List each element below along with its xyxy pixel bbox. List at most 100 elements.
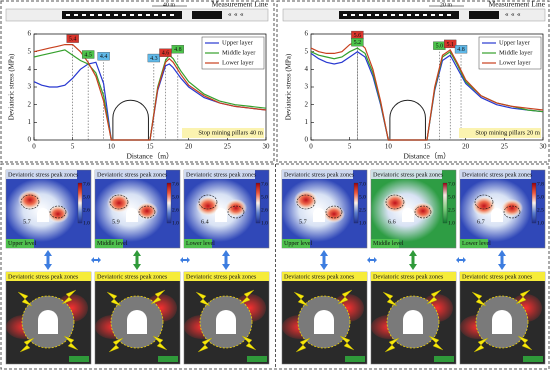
roadway-mark bbox=[162, 14, 166, 16]
roadway bbox=[314, 310, 334, 334]
load-arrow bbox=[293, 291, 309, 307]
peak-value: 5.9 bbox=[112, 218, 120, 225]
load-arrow bbox=[382, 291, 398, 307]
colorbar-label: 1.0 bbox=[172, 220, 179, 226]
panel-frame bbox=[0, 0, 275, 163]
title-bg bbox=[371, 272, 456, 281]
x-tick-label: 30 bbox=[540, 143, 548, 151]
y-tick-label: 6 bbox=[305, 30, 309, 38]
annotation: Stop mining pillars 20 m bbox=[475, 129, 540, 136]
stress-zone bbox=[294, 190, 318, 210]
colorbar bbox=[353, 182, 359, 224]
tag bbox=[523, 356, 543, 362]
stress-zone bbox=[18, 190, 42, 210]
peak-box bbox=[454, 45, 468, 54]
load-arrow bbox=[337, 289, 353, 305]
y-axis-label: Deviatoric stress (MPa) bbox=[8, 53, 16, 120]
roadway bbox=[127, 310, 147, 334]
roadway-mark bbox=[351, 14, 355, 16]
y-tick-label: 0 bbox=[305, 136, 309, 144]
x-tick-label: 30 bbox=[263, 143, 271, 151]
peak-outline bbox=[325, 205, 343, 219]
title-bg bbox=[95, 272, 180, 281]
load-arrow bbox=[61, 289, 77, 305]
tunnel-strip bbox=[192, 11, 222, 19]
roadway bbox=[403, 310, 423, 334]
contour-title: Deviatoric stress peak zones bbox=[186, 171, 257, 178]
level-label: Middle level bbox=[97, 241, 128, 247]
legend-label: Upper layer bbox=[499, 39, 531, 46]
x-tick-label: 20 bbox=[185, 143, 193, 151]
x-tick-label: 5 bbox=[348, 143, 352, 151]
x-tick-label: 15 bbox=[147, 143, 155, 151]
y-tick-label: 5 bbox=[28, 47, 32, 55]
y-tick-label: 1 bbox=[305, 118, 309, 126]
legend-label: Lower layer bbox=[499, 59, 531, 66]
peak-label: 4.4 bbox=[100, 54, 108, 60]
y-tick-label: 4 bbox=[305, 65, 309, 73]
load-arrow bbox=[295, 337, 311, 353]
roadway bbox=[313, 208, 325, 222]
roadway-mark bbox=[447, 14, 451, 16]
link-arrow bbox=[367, 257, 377, 263]
tag bbox=[69, 356, 89, 362]
stress-zone bbox=[412, 202, 434, 220]
colorbar bbox=[442, 182, 448, 224]
stress-zone bbox=[196, 196, 220, 216]
title-bg bbox=[6, 272, 91, 281]
peak-value: 5.7 bbox=[23, 218, 31, 225]
link-arrow bbox=[320, 250, 328, 270]
peak-label: 5.6 bbox=[354, 33, 362, 39]
roadway-mark bbox=[130, 14, 134, 16]
level-label: Upper level bbox=[284, 241, 312, 247]
load-arrow bbox=[19, 337, 35, 353]
peak-outline bbox=[20, 194, 40, 210]
title-bg bbox=[282, 170, 353, 179]
roadway-mark bbox=[431, 14, 435, 16]
link-arrow bbox=[133, 250, 141, 270]
colorbar-label: 1.0 bbox=[448, 220, 455, 226]
photo-title: Deviatoric stress peak zones bbox=[373, 273, 444, 280]
roadway-mark bbox=[343, 14, 347, 16]
roadway-mark bbox=[106, 14, 110, 16]
series-line bbox=[310, 40, 544, 141]
roadway-mark bbox=[66, 14, 70, 16]
pillar-label: 40 m bbox=[163, 2, 176, 8]
y-axis-label: Deviatoric stress (MPa) bbox=[285, 53, 293, 120]
peak-outline bbox=[414, 205, 432, 219]
link-arrow bbox=[222, 250, 230, 270]
peak-label: 4.6 bbox=[162, 51, 170, 57]
load-arrow bbox=[197, 337, 213, 353]
load-arrow bbox=[17, 291, 33, 307]
stress-zone bbox=[136, 202, 158, 220]
peak-label: 4.3 bbox=[150, 56, 158, 62]
level-label: Lower level bbox=[186, 241, 215, 247]
load-arrow bbox=[241, 335, 257, 351]
photo-title: Deviatoric stress peak zones bbox=[284, 273, 355, 280]
y-tick-label: 3 bbox=[28, 83, 32, 91]
roadway bbox=[37, 208, 49, 222]
title-bg bbox=[6, 170, 77, 179]
chevron: « bbox=[505, 11, 509, 19]
colorbar-label: 5.0 bbox=[359, 194, 366, 200]
level-label: Middle level bbox=[373, 241, 404, 247]
load-arrow bbox=[428, 335, 444, 351]
stress-zone bbox=[501, 199, 523, 217]
colorbar bbox=[77, 182, 83, 224]
peak-outline bbox=[385, 194, 405, 210]
roadway bbox=[126, 208, 138, 222]
annotation-box bbox=[459, 128, 541, 138]
colorbar-label: 5.0 bbox=[83, 194, 90, 200]
roadway-mark bbox=[154, 14, 158, 16]
roadway-mark bbox=[383, 14, 387, 16]
stress-zone bbox=[472, 196, 496, 216]
roadway bbox=[216, 310, 236, 334]
colorbar bbox=[531, 182, 537, 224]
x-axis-label: Distance（m） bbox=[403, 152, 450, 161]
colorbar-label: 2.5 bbox=[359, 207, 366, 213]
load-arrow bbox=[239, 289, 255, 305]
colorbar-label: 1.0 bbox=[261, 220, 268, 226]
roadway-mark bbox=[423, 14, 427, 16]
roadway-mark bbox=[399, 14, 403, 16]
